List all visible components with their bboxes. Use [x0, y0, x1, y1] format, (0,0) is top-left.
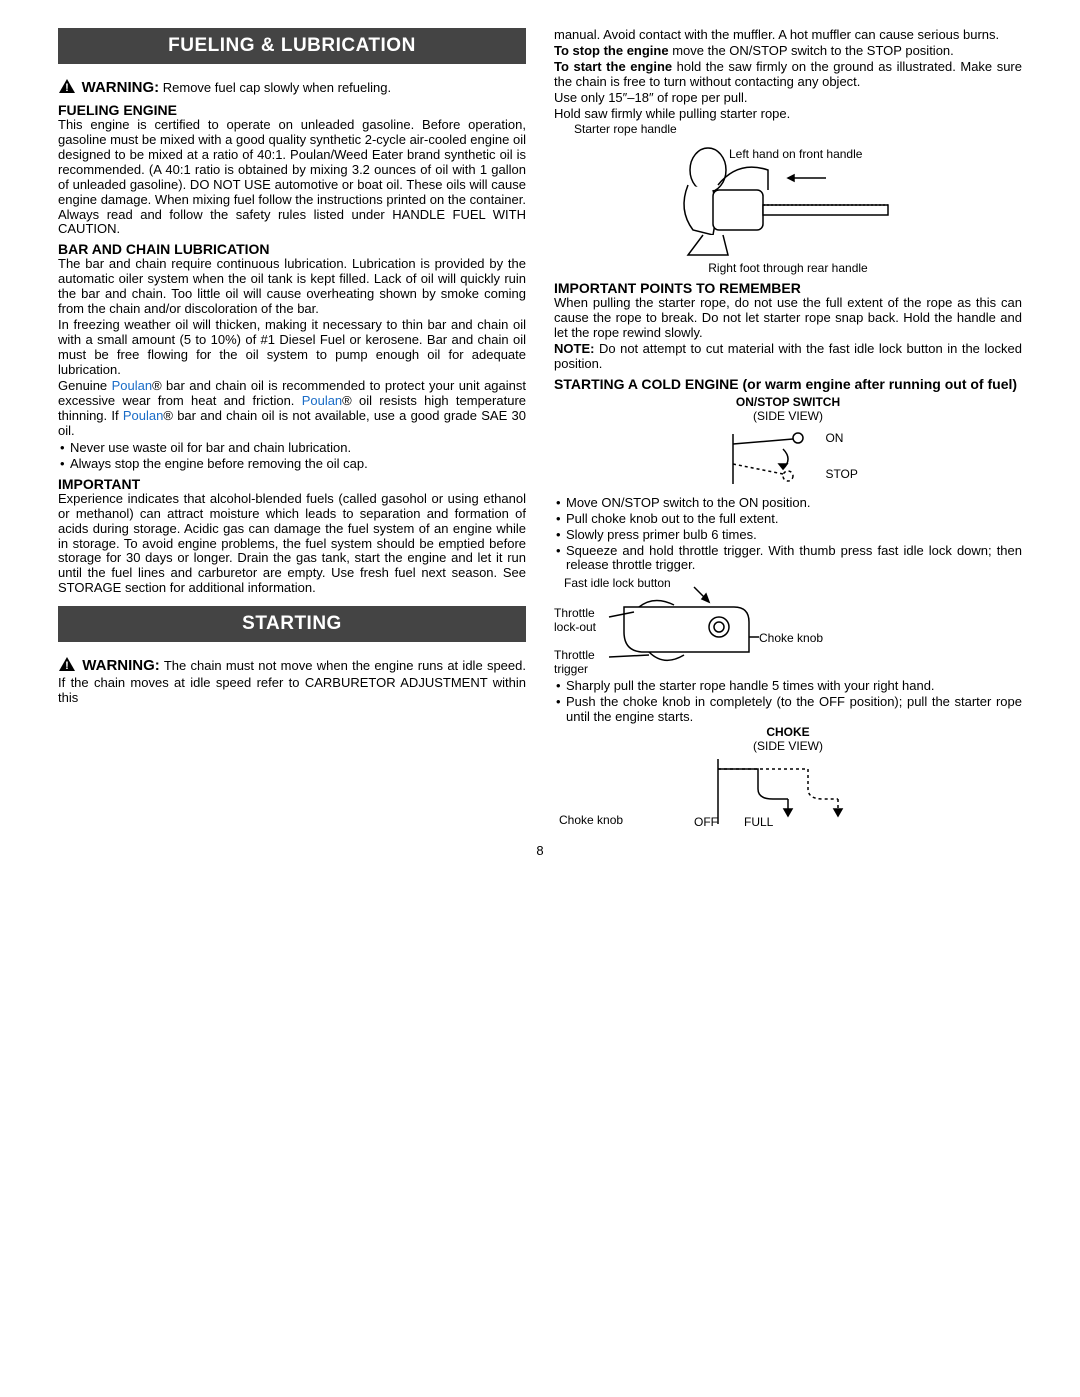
para-bar-chain-1: The bar and chain require continuous lub…	[58, 257, 526, 317]
list-item: Slowly press primer bulb 6 times.	[554, 528, 1022, 543]
choke-subtitle: (SIDE VIEW)	[554, 740, 1022, 754]
para-muffler: manual. Avoid contact with the muffler. …	[554, 28, 1022, 43]
diagram-throttle: Fast idle lock button Throttle lock-out …	[554, 577, 1022, 677]
para-fueling-engine: This engine is certified to operate on u…	[58, 118, 526, 238]
svg-text:!: !	[65, 660, 69, 672]
warning-label: WARNING:	[82, 79, 160, 96]
warning-icon: !	[58, 656, 76, 676]
section-header-fueling: FUELING & LUBRICATION	[58, 28, 526, 64]
choke-knob-label: Choke knob	[759, 632, 823, 646]
para-note: NOTE: Do not attempt to cut material wit…	[554, 342, 1022, 372]
para-bar-chain-2: In freezing weather oil will thicken, ma…	[58, 318, 526, 378]
txt: Do not attempt to cut material with the …	[554, 341, 1022, 371]
page: FUELING & LUBRICATION ! WARNING: Remove …	[58, 28, 1022, 834]
list-item: Push the choke knob in completely (to th…	[554, 695, 1022, 725]
para-points-remember: When pulling the starter rope, do not us…	[554, 296, 1022, 341]
diagram-switch: ON STOP	[554, 424, 1022, 494]
section-header-starting: STARTING	[58, 606, 526, 642]
choke-off-label: OFF	[694, 816, 718, 830]
txt: Genuine	[58, 378, 112, 393]
para-poulan-oil: Genuine Poulan® bar and chain oil is rec…	[58, 379, 526, 439]
list-item: Squeeze and hold throttle trigger. With …	[554, 544, 1022, 574]
list-item: Never use waste oil for bar and chain lu…	[58, 441, 526, 456]
switch-stop-label: STOP	[825, 468, 857, 482]
list-item: Pull choke knob out to the full extent.	[554, 512, 1022, 527]
warning-text: Remove fuel cap slowly when refueling.	[163, 80, 391, 95]
list-item: Move ON/STOP switch to the ON position.	[554, 496, 1022, 511]
starting-bullets-1: Move ON/STOP switch to the ON position. …	[554, 496, 1022, 574]
bold: To stop the engine	[554, 43, 669, 58]
switch-subtitle: (SIDE VIEW)	[554, 410, 1022, 424]
warning-fuel-cap: ! WARNING: Remove fuel cap slowly when r…	[58, 78, 526, 98]
choke-title: CHOKE	[554, 726, 1022, 740]
para-hold-firm: Hold saw firmly while pulling starter ro…	[554, 107, 1022, 122]
lockout-label: Throttle lock-out	[554, 607, 609, 633]
diagram1-bottom-label: Right foot through rear handle	[554, 262, 1022, 276]
oil-bullets: Never use waste oil for bar and chain lu…	[58, 441, 526, 472]
subhead-bar-chain: BAR AND CHAIN LUBRICATION	[58, 241, 526, 257]
warning-label: WARNING:	[82, 657, 160, 674]
choke-knob-label2: Choke knob	[559, 814, 623, 828]
trigger-label: Throttle trigger	[554, 649, 609, 675]
bold: To start the engine	[554, 59, 672, 74]
diagram-chainsaw-hold: Left hand on front handle	[554, 140, 1022, 260]
para-stop-engine: To stop the engine move the ON/STOP swit…	[554, 44, 1022, 59]
warning-icon: !	[58, 78, 76, 98]
warning-chain-idle: ! WARNING: The chain must not move when …	[58, 656, 526, 706]
right-column: manual. Avoid contact with the muffler. …	[554, 28, 1022, 834]
svg-text:!: !	[65, 82, 69, 94]
bold: NOTE:	[554, 341, 594, 356]
switch-on-label: ON	[825, 432, 843, 446]
left-column: FUELING & LUBRICATION ! WARNING: Remove …	[58, 28, 526, 834]
para-important: Experience indicates that alcohol-blende…	[58, 492, 526, 597]
diagram1-right-label: Left hand on front handle	[729, 148, 862, 161]
diagram1-top-label: Starter rope handle	[554, 123, 1022, 137]
brand-link: Poulan	[112, 378, 152, 393]
choke-full-label: FULL	[744, 816, 773, 830]
switch-title: ON/STOP SWITCH	[554, 396, 1022, 410]
subhead-points-remember: IMPORTANT POINTS TO REMEMBER	[554, 280, 1022, 296]
txt: move the ON/STOP switch to the STOP posi…	[669, 43, 954, 58]
subhead-important: IMPORTANT	[58, 476, 526, 492]
para-start-engine: To start the engine hold the saw firmly …	[554, 60, 1022, 90]
diagram-choke: Choke knob OFF FULL	[554, 754, 1022, 834]
subhead-cold-engine: STARTING A COLD ENGINE (or warm engine a…	[554, 376, 1022, 392]
list-item: Always stop the engine before removing t…	[58, 457, 526, 472]
brand-link: Poulan	[302, 393, 342, 408]
fast-idle-label: Fast idle lock button	[564, 577, 671, 591]
brand-link: Poulan	[123, 408, 163, 423]
page-number: 8	[58, 844, 1022, 859]
subhead-fueling-engine: FUELING ENGINE	[58, 102, 526, 118]
para-rope-len: Use only 15″–18″ of rope per pull.	[554, 91, 1022, 106]
list-item: Sharply pull the starter rope handle 5 t…	[554, 679, 1022, 694]
starting-bullets-2: Sharply pull the starter rope handle 5 t…	[554, 679, 1022, 725]
